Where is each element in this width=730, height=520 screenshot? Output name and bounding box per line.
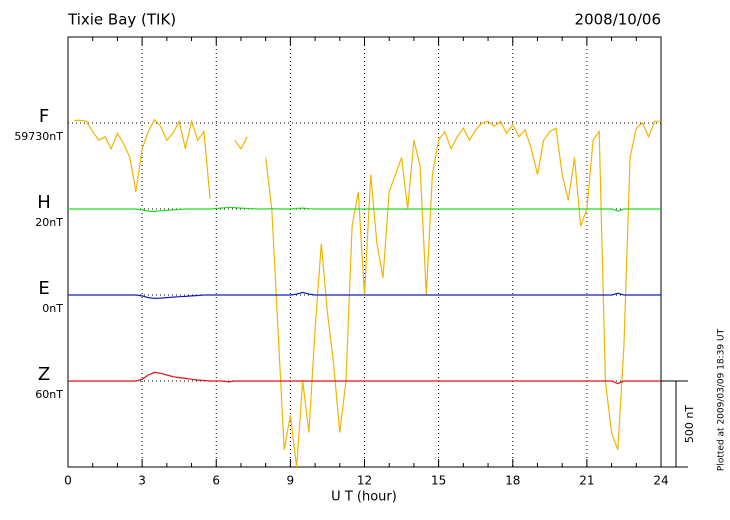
x-tick-label: 9 — [287, 474, 295, 488]
x-tick-label: 18 — [505, 474, 520, 488]
baseline-label: 20nT — [35, 216, 63, 229]
x-tick-label: 3 — [138, 474, 146, 488]
x-axis-label: U T (hour) — [331, 490, 397, 505]
x-tick-label: 15 — [431, 474, 446, 488]
chart-date: 2008/10/06 — [575, 11, 661, 29]
baseline-label: 0nT — [42, 302, 63, 315]
plot-note: Plotted at 2009/03/09 18:39 UT — [717, 328, 727, 471]
chart-title: Tixie Bay (TIK) — [67, 11, 176, 29]
baseline-label: 60nT — [35, 388, 63, 401]
x-tick-label: 0 — [64, 474, 72, 488]
series-line — [68, 206, 661, 213]
series-line — [68, 291, 661, 300]
series-name: H — [37, 192, 51, 213]
baseline-label: 59730nT — [14, 130, 63, 143]
series-line — [68, 371, 661, 385]
x-tick-label: 6 — [212, 474, 220, 488]
x-tick-label: 12 — [357, 474, 372, 488]
series-name: E — [38, 278, 49, 299]
series-name: Z — [38, 364, 50, 385]
x-tick-label: 21 — [579, 474, 594, 488]
series-line — [74, 118, 661, 468]
scale-bar-label: 500 nT — [683, 405, 696, 443]
series-name: F — [39, 106, 49, 127]
x-tick-label: 24 — [653, 474, 668, 488]
